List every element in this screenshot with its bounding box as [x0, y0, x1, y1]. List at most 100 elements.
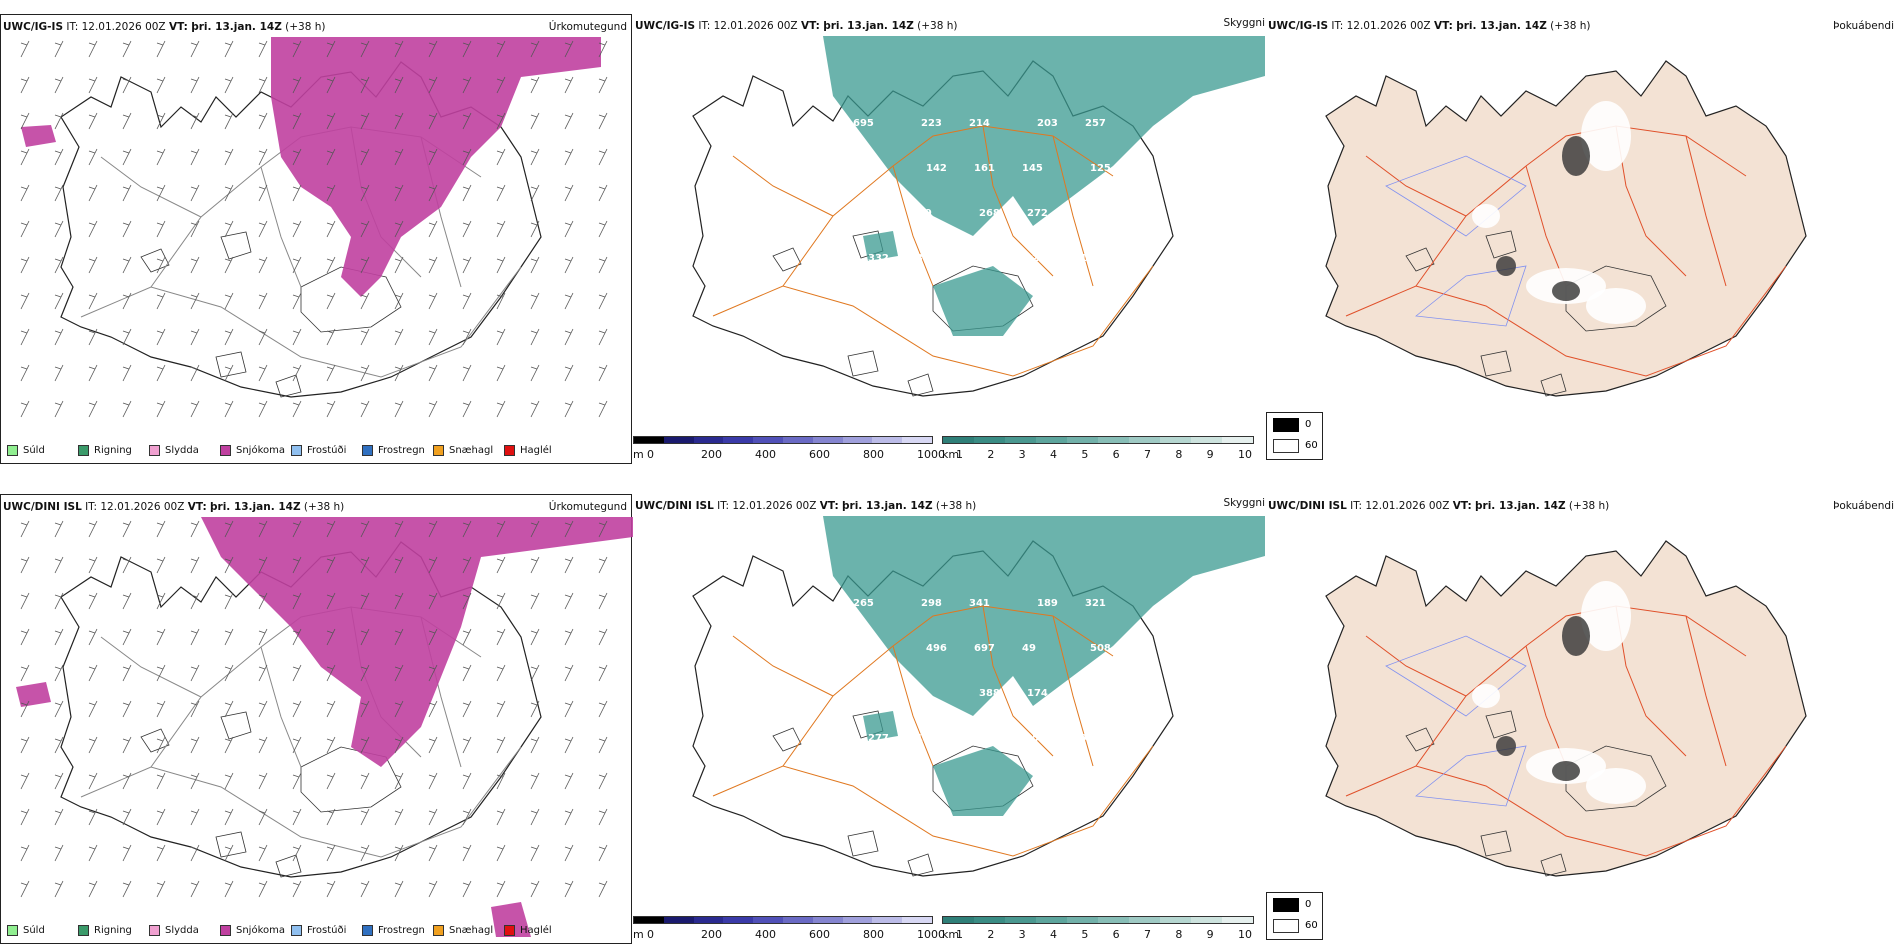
wind-barb: [462, 40, 472, 58]
wind-barb: [462, 664, 472, 682]
legend-label: Rigning: [94, 925, 132, 936]
wind-barb: [496, 520, 506, 538]
wind-barb: [88, 700, 98, 718]
dense-fog-core: [1552, 281, 1580, 301]
wind-barb: [258, 880, 268, 898]
glacier-outline: [1485, 710, 1517, 739]
wind-barb: [360, 628, 370, 646]
road-line: [100, 636, 202, 698]
wind-barb: [360, 292, 370, 310]
wind-barb: [326, 592, 336, 610]
wind-barb: [224, 844, 234, 862]
snowfall-area: [491, 902, 531, 937]
wind-barb: [190, 364, 200, 382]
colorbar-tick-label: 2: [987, 928, 995, 941]
wind-barb: [462, 520, 472, 538]
wind-barb: [394, 664, 404, 682]
precip-type-map: [16, 517, 633, 937]
wind-barb: [530, 40, 540, 58]
wind-barb: [258, 292, 268, 310]
visibility-value-label: 341: [969, 598, 990, 609]
wind-barb: [564, 148, 574, 166]
wind-barb: [360, 592, 370, 610]
wind-barb: [54, 664, 64, 682]
wind-barb: [156, 112, 166, 130]
wind-barb: [156, 520, 166, 538]
panel-title: Þokuábendi: [1833, 20, 1894, 32]
wind-barb: [394, 400, 404, 418]
wind-barb: [394, 220, 404, 238]
wind-barb: [190, 556, 200, 574]
wind-barb: [88, 400, 98, 418]
wind-barb: [54, 112, 64, 130]
legend-item: Snjókoma: [220, 445, 285, 456]
wind-barb: [122, 664, 132, 682]
fog-legend-swatch: [1273, 919, 1299, 933]
wind-barb: [530, 184, 540, 202]
wind-barb: [428, 772, 438, 790]
wind-barb: [190, 76, 200, 94]
wind-barb: [122, 220, 132, 238]
road-line: [1052, 615, 1094, 767]
visibility-value-label: 257: [1085, 118, 1106, 129]
fog-map: [1325, 60, 1807, 397]
wind-barb: [360, 520, 370, 538]
glacier-outline: [1405, 247, 1435, 272]
legend-item: Frostregn: [362, 445, 425, 456]
glacier-outline: [275, 374, 302, 398]
wind-barb: [462, 628, 472, 646]
iceland-coastline: [1325, 540, 1807, 877]
wind-barb: [428, 112, 438, 130]
visibility-value-label: 272: [1027, 208, 1048, 219]
visibility-value-label: 697: [974, 643, 995, 654]
wind-barb: [564, 76, 574, 94]
colorbar-tick-label: 6: [1112, 928, 1120, 941]
wind-barb: [326, 400, 336, 418]
wind-barb: [20, 520, 30, 538]
altitude-colorbar: m 0 200 400 600 800 1000: [633, 436, 945, 462]
legend-label: Haglél: [520, 925, 552, 936]
wind-barb: [564, 808, 574, 826]
visibility-value-label: 203: [1037, 118, 1058, 129]
wind-barb: [292, 592, 302, 610]
wind-barb: [462, 736, 472, 754]
precip-type-legend: Súld Rigning Slydda Snjókoma Frostúði Frostre…: [1, 439, 631, 463]
wind-barb: [394, 364, 404, 382]
wind-barb: [428, 736, 438, 754]
wind-barb: [394, 520, 404, 538]
wind-barb: [598, 292, 608, 310]
wind-barb: [292, 664, 302, 682]
wind-barb: [564, 844, 574, 862]
wind-barb: [54, 220, 64, 238]
wind-barb: [462, 844, 472, 862]
wind-barb: [462, 256, 472, 274]
wind-barb: [156, 808, 166, 826]
visibility-value-label: 496: [926, 643, 947, 654]
wind-barb: [258, 556, 268, 574]
wind-barb: [462, 328, 472, 346]
legend-swatch: [433, 445, 444, 456]
wind-barb: [462, 556, 472, 574]
wind-barb: [530, 808, 540, 826]
legend-swatch: [433, 925, 444, 936]
wind-barb: [428, 520, 438, 538]
panel-header: UWC/DINI ISL IT: 12.01.2026 00Z VT: þri.…: [1268, 500, 1610, 512]
visibility-value-label: 277: [868, 733, 889, 744]
wind-barb: [54, 292, 64, 310]
legend-label: Slydda: [165, 445, 199, 456]
wind-barb: [428, 700, 438, 718]
river-line: [1385, 635, 1527, 717]
wind-barb: [428, 292, 438, 310]
wind-barb: [428, 364, 438, 382]
wind-barb: [326, 148, 336, 166]
wind-barb: [156, 220, 166, 238]
visibility-value-label: 33: [911, 688, 925, 699]
wind-barb: [326, 184, 336, 202]
wind-barb: [496, 736, 506, 754]
wind-barb: [326, 664, 336, 682]
wind-barb: [88, 772, 98, 790]
wind-barb: [462, 112, 472, 130]
glacier-outline: [1480, 350, 1512, 377]
glacier-outline: [772, 727, 802, 752]
wind-barb: [462, 700, 472, 718]
